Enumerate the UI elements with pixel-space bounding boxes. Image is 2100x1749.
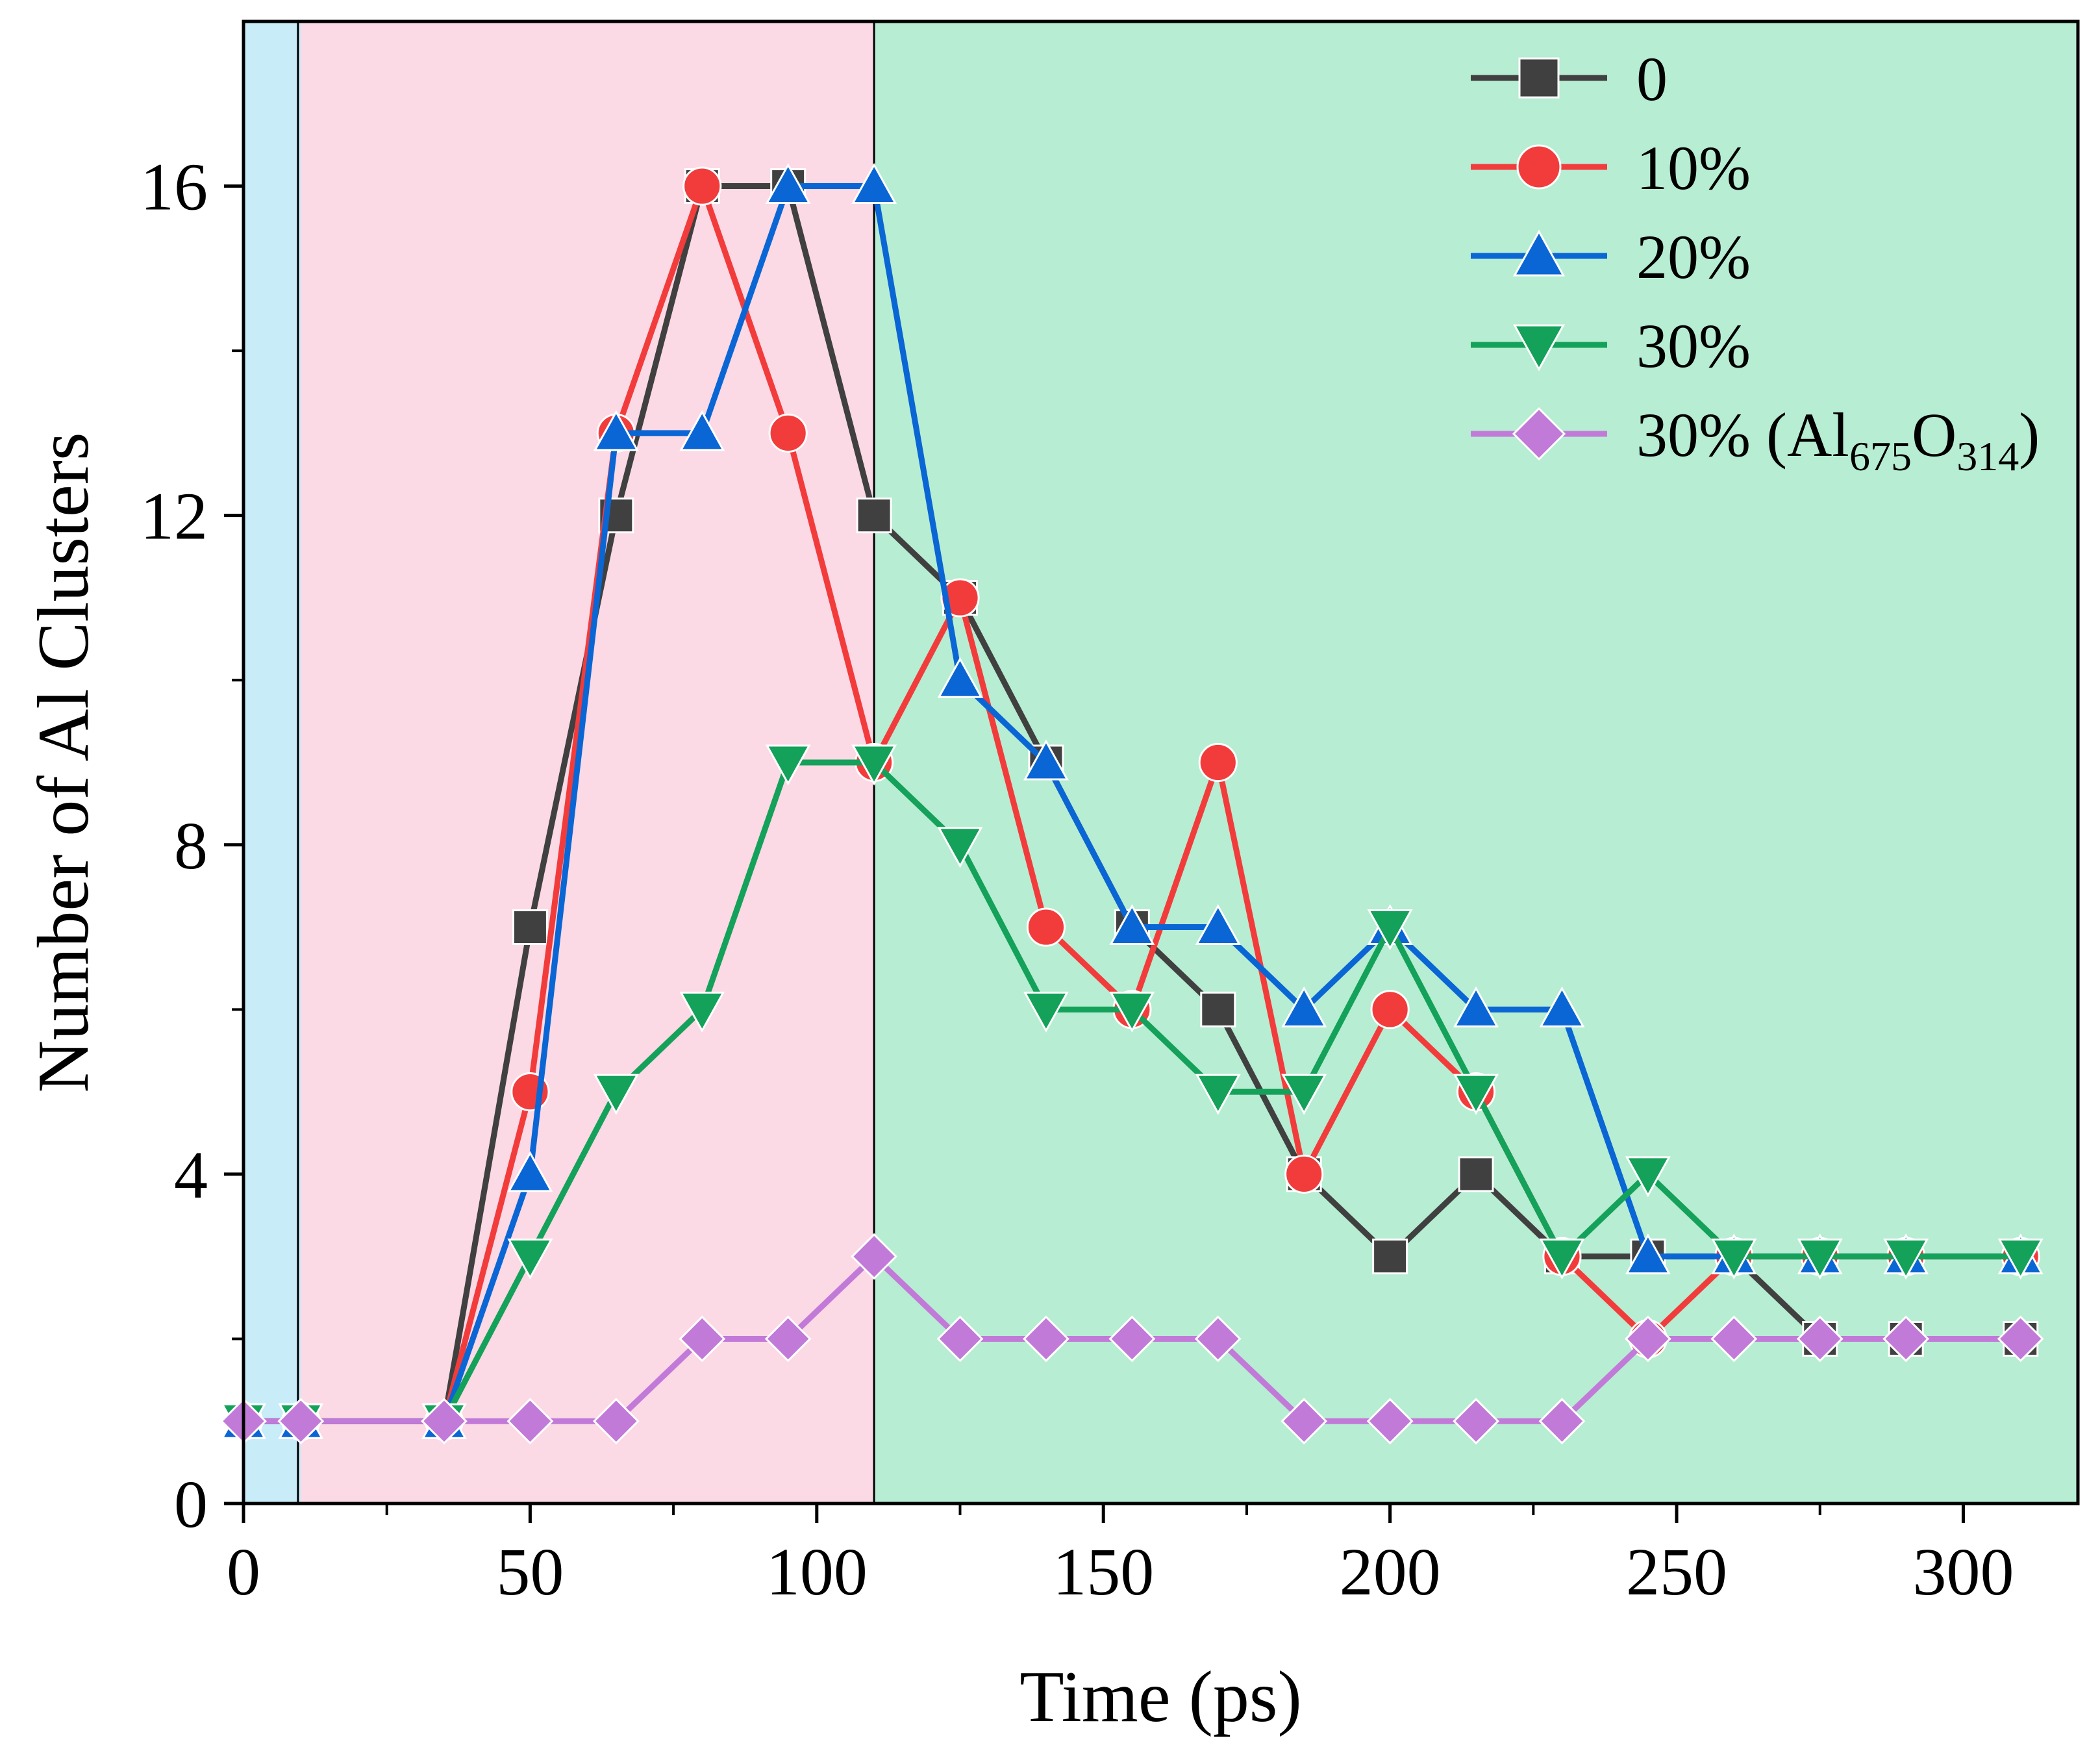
y-axis-label: Number of Al Clusters — [23, 432, 104, 1092]
data-point — [1194, 1315, 1242, 1363]
data-point — [512, 909, 548, 946]
data-point — [277, 1398, 325, 1445]
y-tick-label: 4 — [174, 1138, 208, 1213]
data-point — [1883, 1239, 1929, 1280]
data-point — [1539, 986, 1585, 1027]
data-point — [1711, 1239, 1757, 1280]
data-point — [1710, 1315, 1758, 1363]
data-point — [1284, 1154, 1324, 1194]
axes: 0 50 100 150 200 250 300 0 4 8 12 16 — [140, 150, 2014, 1609]
legend-label: 30% — [1636, 311, 1751, 381]
data-point — [937, 657, 983, 698]
data-point — [940, 578, 980, 618]
data-point — [856, 497, 892, 534]
data-point — [1281, 1398, 1328, 1445]
legend-entry-5: 30% (Al675O314) — [1471, 400, 2040, 479]
y-tick-label: 8 — [174, 809, 208, 883]
data-point — [1366, 1398, 1414, 1445]
data-point — [1023, 1315, 1069, 1363]
legend-label: 20% — [1636, 222, 1751, 292]
legend: 0 10% 20% 30% 30% (Al675O314) — [1471, 44, 2040, 479]
data-series — [220, 162, 2044, 1445]
x-tick-label: 50 — [496, 1535, 564, 1609]
data-point — [679, 991, 725, 1033]
data-point — [679, 410, 725, 451]
legend-entry-1: 0 — [1471, 44, 1668, 114]
legend-label: 0 — [1636, 44, 1668, 114]
data-point — [1198, 742, 1238, 783]
data-point — [1453, 1398, 1499, 1445]
data-point — [1023, 991, 1069, 1033]
data-point — [593, 1074, 639, 1115]
data-point — [1109, 903, 1155, 946]
data-point — [768, 413, 808, 453]
data-point — [1997, 1315, 2044, 1363]
x-axis-label: Time (ps) — [1019, 1657, 1302, 1737]
data-point — [1796, 1315, 1844, 1363]
data-point — [764, 1315, 812, 1363]
legend-entry-4: 30% — [1471, 311, 1751, 381]
data-point — [1453, 986, 1499, 1027]
data-point — [421, 1398, 468, 1445]
data-point — [1195, 1074, 1241, 1115]
data-point — [1624, 1315, 1671, 1363]
data-point — [1625, 1156, 1671, 1198]
x-tick-label: 150 — [1053, 1535, 1154, 1609]
data-point — [1200, 991, 1236, 1027]
x-tick-label: 0 — [227, 1535, 260, 1609]
data-point — [1108, 1315, 1156, 1363]
data-point — [1370, 990, 1410, 1029]
legend-marker — [1512, 229, 1566, 277]
data-point — [1195, 903, 1241, 946]
data-point — [1026, 907, 1066, 947]
data-point — [679, 1315, 726, 1363]
data-point — [1281, 986, 1327, 1027]
data-point — [1367, 909, 1413, 951]
data-point — [851, 1233, 898, 1280]
data-point — [1372, 1239, 1408, 1275]
data-point — [592, 1398, 640, 1445]
data-point — [937, 827, 983, 868]
data-point — [765, 162, 811, 205]
legend-label: 10% — [1636, 133, 1751, 203]
data-point — [1997, 1239, 2044, 1280]
data-point — [682, 166, 722, 206]
data-point — [851, 744, 897, 786]
legend-marker — [1516, 144, 1562, 190]
y-tick-label: 12 — [140, 479, 208, 554]
x-tick-label: 250 — [1626, 1535, 1727, 1609]
legend-entry-2: 10% — [1471, 133, 1751, 203]
data-point — [1882, 1315, 1930, 1363]
legend-marker — [1518, 57, 1560, 99]
legend-entry-3: 20% — [1471, 222, 1751, 292]
data-point — [936, 1315, 984, 1363]
data-point — [851, 162, 897, 205]
data-point — [1625, 1233, 1671, 1275]
data-point — [1453, 1074, 1499, 1115]
x-tick-label: 300 — [1912, 1535, 2014, 1609]
data-point — [506, 1398, 554, 1445]
x-tick-label: 100 — [766, 1535, 868, 1609]
data-point — [1538, 1398, 1586, 1445]
y-tick-label: 16 — [140, 150, 208, 225]
data-point — [507, 1239, 553, 1280]
data-point — [765, 744, 811, 786]
data-point — [1109, 991, 1155, 1033]
legend-marker — [1512, 324, 1566, 371]
data-point — [593, 410, 639, 451]
data-point — [1797, 1239, 1843, 1280]
data-point — [1281, 1074, 1327, 1115]
region-stage-1 — [244, 21, 301, 1504]
data-point — [1458, 1156, 1494, 1192]
legend-marker — [1512, 407, 1566, 461]
y-tick-label: 0 — [174, 1467, 208, 1542]
data-point — [507, 1151, 553, 1192]
plot-frame — [242, 19, 2080, 1505]
x-tick-label: 200 — [1340, 1535, 1441, 1609]
legend-label: 30% (Al675O314) — [1636, 400, 2040, 479]
data-point — [1023, 739, 1069, 781]
series-5 — [220, 1233, 2044, 1445]
data-point — [1539, 1239, 1585, 1280]
